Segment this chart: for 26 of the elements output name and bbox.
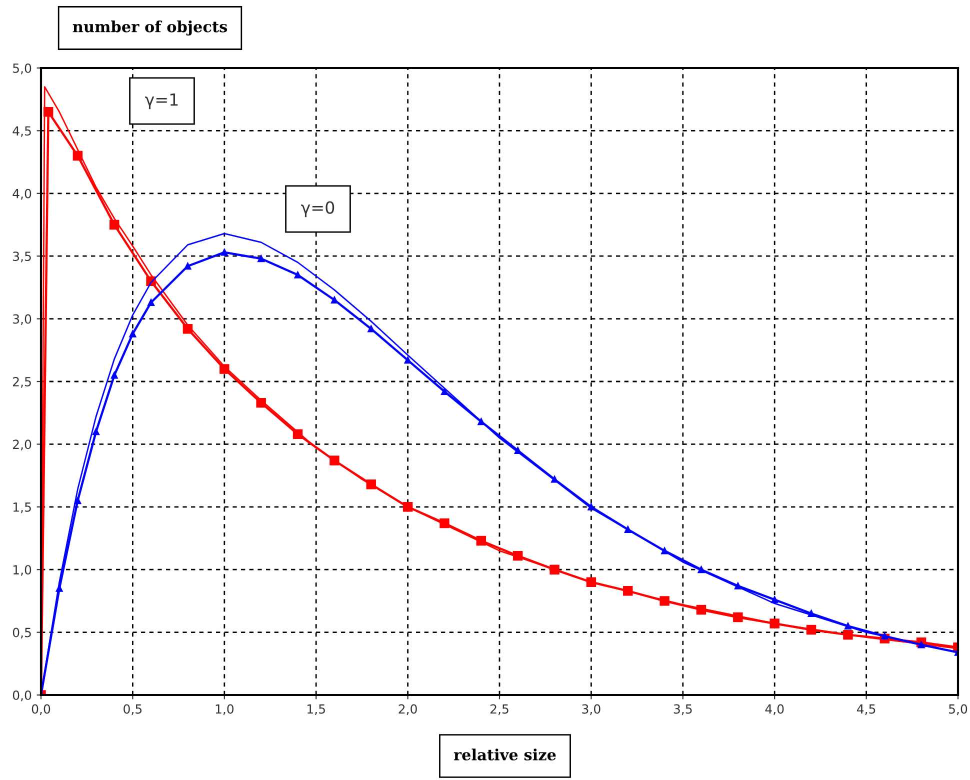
y-tick-label: 4,5 [12,126,31,137]
y-tick-label: 0,5 [12,628,31,638]
x-tick-label: 2,0 [398,704,417,715]
annotation: γ=0 [301,201,334,218]
x-tick-label: 3,0 [582,704,600,715]
y-tick-label: 0,0 [12,690,32,702]
x-tick-label: 1,0 [216,704,234,715]
y-tick-label: 2,0 [13,440,32,450]
x-tick-label: 2,5 [490,704,508,715]
annotation: γ=1 [145,93,178,110]
y-tick-label: 4,0 [12,188,32,200]
y-tick-label: 5,0 [13,63,32,74]
x-tick-label: 3,5 [674,704,692,715]
x-tick-label: 4,5 [856,704,876,715]
y-tick-label: 1,0 [13,565,32,576]
y-tick-label: 3,5 [13,252,31,262]
x-axis-title: relative size [454,748,556,760]
y-tick-label: 2,5 [13,376,31,388]
y-tick-label: 1,5 [13,502,31,514]
x-tick-label: 1,5 [308,704,325,715]
chart-title: number of objects [72,20,228,36]
y-tick-label: 3,0 [13,314,32,325]
x-tick-label: 0,0 [32,704,50,715]
x-tick-label: 5,0 [949,704,968,715]
x-tick-label: 0,5 [124,704,142,715]
x-tick-label: 4,0 [765,704,784,715]
